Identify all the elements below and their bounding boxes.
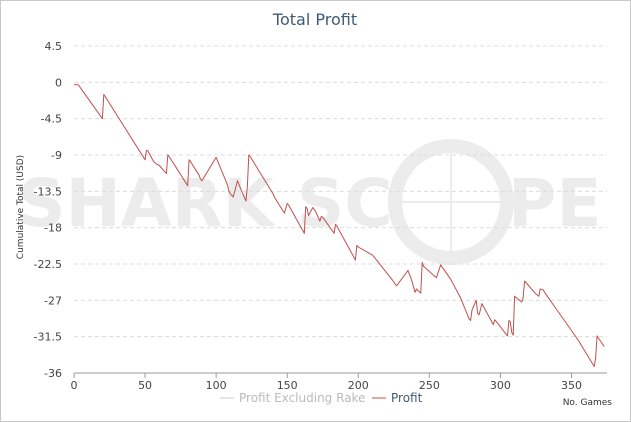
x-tick-label: 0: [71, 379, 78, 392]
x-tick-label: 200: [348, 379, 369, 392]
legend-label-profit-excluding-rake: Profit Excluding Rake: [239, 391, 365, 405]
x-tick-label: 50: [138, 379, 152, 392]
y-tick-label: -4.5: [41, 113, 62, 126]
x-axis-label: No. Games: [563, 398, 613, 408]
legend-label-profit: Profit: [391, 391, 423, 405]
watermark-text-left: SHARK SC: [18, 165, 393, 242]
y-tick-label: -27: [44, 294, 62, 307]
y-tick-label: -18: [44, 222, 62, 235]
series-line-profit: [74, 84, 605, 367]
series-layer: [74, 84, 605, 367]
chart-title: Total Profit: [272, 10, 357, 29]
y-axis-label: Cumulative Total (USD): [16, 155, 26, 259]
x-tick-label: 250: [419, 379, 440, 392]
x-tick-label: 100: [206, 379, 227, 392]
legend: Profit Excluding Rake Profit: [220, 391, 423, 405]
x-tick-label: 300: [490, 379, 511, 392]
y-tick-label: 0: [55, 76, 62, 89]
y-tick-label: 4.5: [45, 40, 63, 53]
grid: [74, 45, 607, 338]
watermark: SHARK SC PE: [18, 139, 601, 265]
y-tick-label: -31.5: [34, 331, 62, 344]
axes: 4.5 0 -4.5 -9 -13.5 -18 -22.5 -27 -31.5 -36 0 50 100…: [34, 40, 607, 392]
x-tick-label: 150: [277, 379, 298, 392]
y-tick-label: -13.5: [34, 185, 62, 198]
y-tick-label: -36: [44, 367, 62, 380]
y-tick-label: -22.5: [34, 258, 62, 271]
watermark-text-right: PE: [508, 165, 601, 242]
y-tick-label: -9: [51, 149, 62, 162]
x-tick-label: 350: [561, 379, 582, 392]
